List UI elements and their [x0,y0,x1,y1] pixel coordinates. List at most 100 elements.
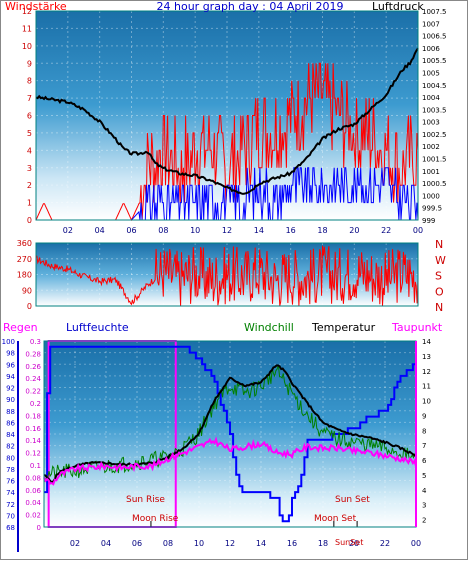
y-tick-label: 76 [6,478,15,486]
y-tick-label: 1004 [422,94,440,102]
y-tick-label: 86 [6,419,15,427]
rain-label: Regen [3,321,38,334]
y-tick-label: 0.28 [25,350,41,358]
y-tick-label: 7 [422,442,426,450]
panel-border [35,10,419,221]
x-tick-label: 20 [349,226,359,235]
y-tick-label: 0 [27,216,32,225]
series-pressure [35,47,419,195]
x-tick-label: 06 [132,539,142,548]
y-tick-label: 1006 [422,45,440,53]
x-tick-label: 10 [190,226,200,235]
y-tick-label: 98 [6,350,15,358]
y-tick-label: 74 [6,489,15,497]
y-tick-label: 0.24 [25,375,41,383]
x-tick-label: 12 [225,539,235,548]
y-tick-label: 70 [6,512,15,520]
series-dewpoint [43,436,417,486]
y-tick-label: 0.14 [25,437,41,445]
y-tick-label: 12 [422,368,431,376]
humidity-label: Luftfeuchte [66,321,129,334]
y-tick-label: 1000.5 [422,180,447,188]
y-tick-label: 1003.5 [422,106,447,114]
y-tick-label: 360 [17,239,32,248]
y-tick-label: 78 [6,466,15,474]
y-tick-label: 3 [27,164,32,173]
y-tick-label: 9 [422,412,426,420]
chart-title: 24 hour graph day : 04 April 2019 [157,0,344,13]
x-tick-label: 00 [411,539,421,548]
x-tick-label: 18 [318,539,328,548]
series-windchill [43,365,417,483]
y-tick-label: 68 [6,524,15,532]
x-tick-label: 16 [287,539,297,548]
y-tick-label: 72 [6,501,15,509]
series-temperature [43,364,417,485]
x-tick-label: 12 [222,226,232,235]
y-tick-label: 1001.5 [422,156,447,164]
y-tick-label: 999.5 [422,205,442,213]
y-tick-label: 0.18 [25,412,41,420]
x-tick-label: 22 [381,226,391,235]
x-tick-label: 02 [63,226,73,235]
y-tick-label: 2 [27,181,32,190]
moon-rise-label: Moon Rise [132,514,179,524]
compass-letter: O [435,285,444,298]
x-tick-label: 08 [158,226,168,235]
y-tick-label: 270 [17,255,32,264]
compass-letter: W [435,254,446,267]
y-tick-label: 88 [6,408,15,416]
y-tick-label: 180 [17,271,32,280]
y-tick-label: 0.26 [25,363,41,371]
x-tick-label: 16 [286,226,296,235]
x-tick-label: 06 [126,226,136,235]
y-tick-label: 1 [27,199,32,208]
y-tick-label: 1005 [422,69,440,77]
y-tick-label: 100 [2,338,15,346]
y-tick-label: 8 [27,77,32,86]
y-tick-label: 13 [422,353,431,361]
series-direction [35,245,419,307]
x-tick-label: 08 [163,539,173,548]
y-tick-label: 90 [6,396,15,404]
y-tick-label: 1003 [422,119,440,127]
y-tick-label: 96 [6,361,15,369]
y-tick-label: 1007 [422,20,440,28]
y-tick-label: 0.12 [25,450,41,458]
dewpoint-label: Taupunkt [391,321,443,334]
y-tick-label: 11 [22,24,32,33]
y-tick-label: 80 [6,454,15,462]
x-tick-label: 14 [256,539,266,548]
y-tick-label: 1002 [422,143,440,151]
windchill-label: Windchill [244,321,294,334]
y-tick-label: 0.08 [25,474,41,482]
y-tick-label: 0.22 [25,388,41,396]
y-tick-label: 0 [37,524,41,532]
y-tick-label: 84 [6,431,15,439]
x-tick-label: 04 [101,539,111,548]
wind-axis-label: Windstärke [5,0,67,13]
compass-letter: S [435,270,442,283]
y-tick-label: 0.16 [25,425,41,433]
y-tick-label: 10 [22,42,32,51]
x-tick-label: 20 [349,539,359,548]
temperature-label: Temperatur [311,321,376,334]
y-tick-label: 0.06 [25,487,41,495]
y-tick-label: 92 [6,385,15,393]
x-tick-label: 02 [70,539,80,548]
compass-letter: N [435,238,443,251]
x-tick-label: 14 [254,226,264,235]
y-tick-label: 4 [27,146,32,155]
y-tick-label: 9 [27,59,32,68]
y-tick-label: 0.1 [30,462,41,470]
x-tick-label: 10 [194,539,204,548]
y-tick-label: 0.02 [25,512,41,520]
y-tick-label: 0 [27,302,32,311]
y-tick-label: 1002.5 [422,131,447,139]
y-tick-label: 1000 [422,192,440,200]
series-humidity [44,345,416,523]
y-tick-label: 1001 [422,168,440,176]
pressure-axis-label: Luftdruck [372,0,424,13]
y-tick-label: 10 [422,398,431,406]
y-tick-label: 0.04 [25,499,41,507]
